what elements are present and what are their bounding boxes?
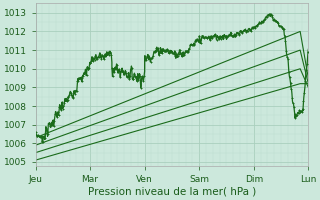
X-axis label: Pression niveau de la mer( hPa ): Pression niveau de la mer( hPa ) xyxy=(88,187,256,197)
